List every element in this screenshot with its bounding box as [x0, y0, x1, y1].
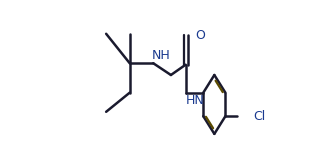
Text: HN: HN	[185, 94, 204, 107]
Text: Cl: Cl	[253, 110, 265, 123]
Text: O: O	[195, 29, 205, 42]
Text: NH: NH	[152, 49, 170, 62]
